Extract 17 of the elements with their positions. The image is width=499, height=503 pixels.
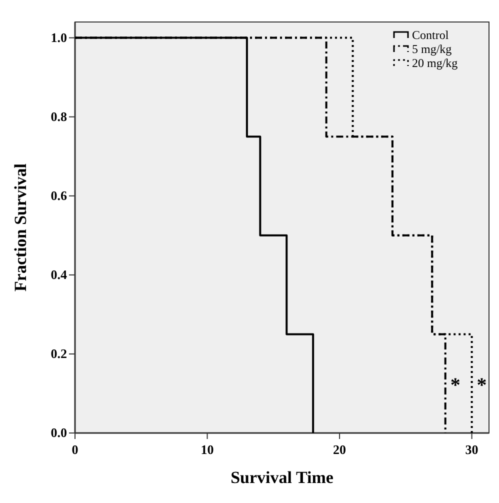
- x-axis-title: Survival Time: [230, 468, 334, 487]
- x-tick-label: 10: [200, 442, 214, 457]
- y-tick-label: 1.0: [50, 30, 67, 45]
- annotation: *: [450, 374, 460, 397]
- y-tick-label: 0.6: [50, 188, 68, 203]
- x-tick-label: 0: [72, 442, 78, 457]
- x-tick-label: 20: [333, 442, 346, 457]
- legend-label: 20 mg/kg: [412, 56, 458, 70]
- y-tick-label: 0.4: [50, 266, 68, 282]
- annotation: *: [476, 374, 487, 397]
- legend-label: 5 mg/kg: [412, 42, 452, 56]
- y-tick-label: 0.8: [50, 108, 68, 124]
- y-tick-label: 0.0: [50, 425, 67, 440]
- y-tick-label: 0.2: [50, 346, 67, 361]
- x-tick-label: 30: [465, 442, 478, 457]
- legend-label: Control: [412, 28, 450, 42]
- y-axis-title: Fraction Survival: [11, 163, 30, 292]
